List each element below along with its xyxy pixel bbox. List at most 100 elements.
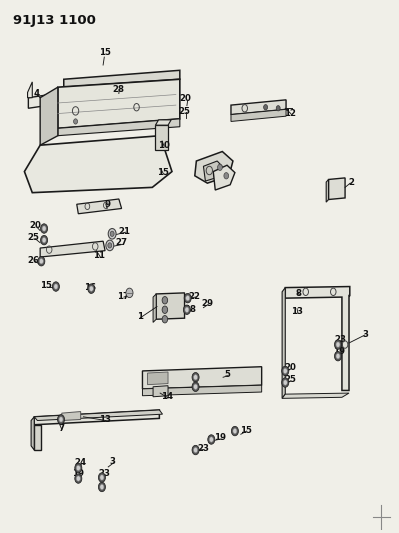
Polygon shape [231,109,286,122]
Text: 11: 11 [93,252,105,261]
Circle shape [110,231,114,237]
Circle shape [73,119,77,124]
Circle shape [334,340,342,349]
Circle shape [88,284,95,293]
Polygon shape [282,393,349,398]
Circle shape [264,104,268,110]
Circle shape [162,316,168,323]
Text: 1: 1 [137,312,143,321]
Circle shape [108,229,116,239]
Circle shape [233,429,237,434]
Polygon shape [213,165,235,190]
Text: 15: 15 [240,425,252,434]
Circle shape [194,375,198,380]
Circle shape [334,351,342,361]
Polygon shape [28,92,64,108]
Polygon shape [156,125,168,150]
Circle shape [192,373,199,382]
Circle shape [106,240,114,251]
Text: 25: 25 [179,108,190,116]
Text: 25: 25 [28,233,40,242]
Polygon shape [328,178,345,199]
Circle shape [99,482,105,492]
Polygon shape [142,385,262,395]
Circle shape [194,447,198,453]
Circle shape [184,293,191,303]
Text: 23: 23 [198,444,209,453]
Text: 7: 7 [58,424,64,433]
Polygon shape [58,79,180,128]
Polygon shape [203,161,223,181]
Circle shape [76,465,80,471]
Text: 21: 21 [119,227,131,236]
Polygon shape [231,100,286,115]
Circle shape [208,435,215,444]
Polygon shape [34,410,159,425]
Text: 3: 3 [110,457,116,466]
Text: 28: 28 [113,85,125,94]
Text: 13: 13 [291,307,303,316]
Text: 15: 15 [99,49,111,58]
Circle shape [336,353,340,359]
Circle shape [108,243,112,248]
Circle shape [76,476,80,481]
Polygon shape [285,287,350,391]
Text: 15: 15 [40,281,52,290]
Text: 18: 18 [184,305,196,314]
Text: 20: 20 [284,364,296,372]
Text: 20: 20 [29,221,41,230]
Polygon shape [195,151,233,183]
Polygon shape [148,372,168,385]
Polygon shape [282,288,285,398]
Text: 19: 19 [333,348,345,357]
Text: 14: 14 [161,392,173,401]
Circle shape [41,236,47,245]
Circle shape [276,106,280,111]
Circle shape [42,226,46,231]
Circle shape [38,256,45,266]
Circle shape [54,284,58,289]
Circle shape [75,463,82,473]
Circle shape [100,475,104,480]
Polygon shape [156,120,171,125]
Text: 20: 20 [180,94,192,103]
Polygon shape [24,136,172,192]
Text: 8: 8 [296,289,302,298]
Text: 12: 12 [284,109,296,118]
Polygon shape [64,70,180,87]
Text: 19: 19 [72,469,84,478]
Circle shape [41,224,47,233]
Text: 16: 16 [84,283,96,292]
Text: 4: 4 [33,89,39,98]
Text: 19: 19 [214,433,226,442]
Text: 25: 25 [284,375,296,384]
Circle shape [162,296,168,304]
Circle shape [192,382,199,392]
Circle shape [217,164,222,171]
Circle shape [194,384,198,390]
Text: 27: 27 [116,238,128,247]
Circle shape [192,445,199,455]
Polygon shape [62,411,81,421]
Polygon shape [153,294,156,322]
Circle shape [162,306,168,313]
Circle shape [100,484,104,490]
Text: 5: 5 [224,370,230,379]
Text: 91J13 1100: 91J13 1100 [13,14,95,27]
Circle shape [184,305,190,314]
Polygon shape [40,241,105,257]
Polygon shape [58,119,180,136]
Polygon shape [34,425,41,450]
Circle shape [99,473,105,482]
Circle shape [42,238,46,243]
Circle shape [89,286,93,292]
Circle shape [40,259,43,264]
Polygon shape [31,417,34,450]
Circle shape [231,426,239,436]
Text: 24: 24 [75,458,87,467]
Circle shape [186,295,190,301]
Polygon shape [326,180,328,202]
Circle shape [283,380,287,385]
Circle shape [59,417,63,422]
Text: 17: 17 [117,292,129,301]
